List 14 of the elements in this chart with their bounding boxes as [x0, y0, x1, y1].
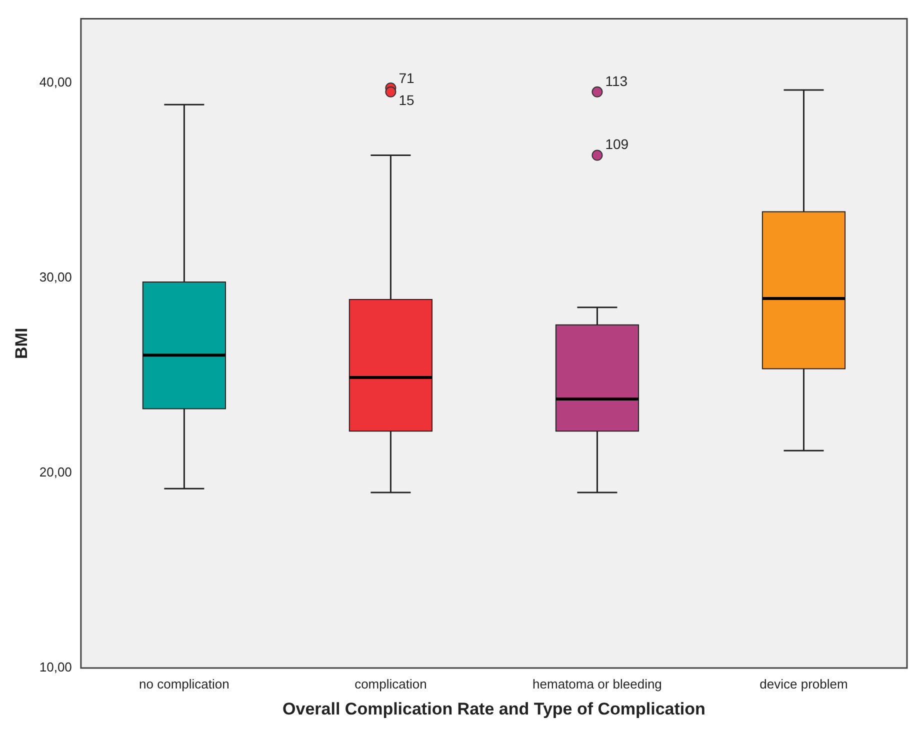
x-tick-label: complication [354, 676, 427, 692]
y-axis-title: BMI [12, 328, 31, 359]
annotation: 109 [605, 136, 629, 152]
annotation: 113 [605, 72, 628, 89]
x-tick-label: device problem [760, 676, 848, 692]
y-tick-label: 30,00 [39, 270, 72, 285]
x-tick-label: hematoma or bleeding [532, 676, 662, 692]
x-tick-label: no complication [139, 676, 230, 692]
annotation: 71 [398, 70, 414, 86]
y-tick-label: 40,00 [39, 74, 72, 90]
y-tick-label: 10,00 [39, 660, 72, 675]
y-tick-label: 20,00 [39, 464, 72, 480]
x-axis-title: Overall Complication Rate and Type of Complication [282, 699, 706, 718]
annotation: 15 [398, 92, 414, 108]
